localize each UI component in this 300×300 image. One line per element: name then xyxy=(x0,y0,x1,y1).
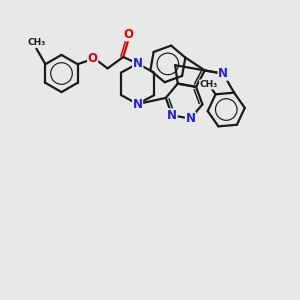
Text: O: O xyxy=(124,28,134,41)
Text: N: N xyxy=(218,67,228,80)
Text: O: O xyxy=(88,52,98,65)
Text: CH₃: CH₃ xyxy=(200,80,218,89)
Text: N: N xyxy=(133,57,142,70)
Text: N: N xyxy=(185,112,196,125)
Text: N: N xyxy=(167,109,177,122)
Text: CH₃: CH₃ xyxy=(27,38,46,47)
Text: N: N xyxy=(133,98,142,111)
Text: N: N xyxy=(133,57,142,70)
